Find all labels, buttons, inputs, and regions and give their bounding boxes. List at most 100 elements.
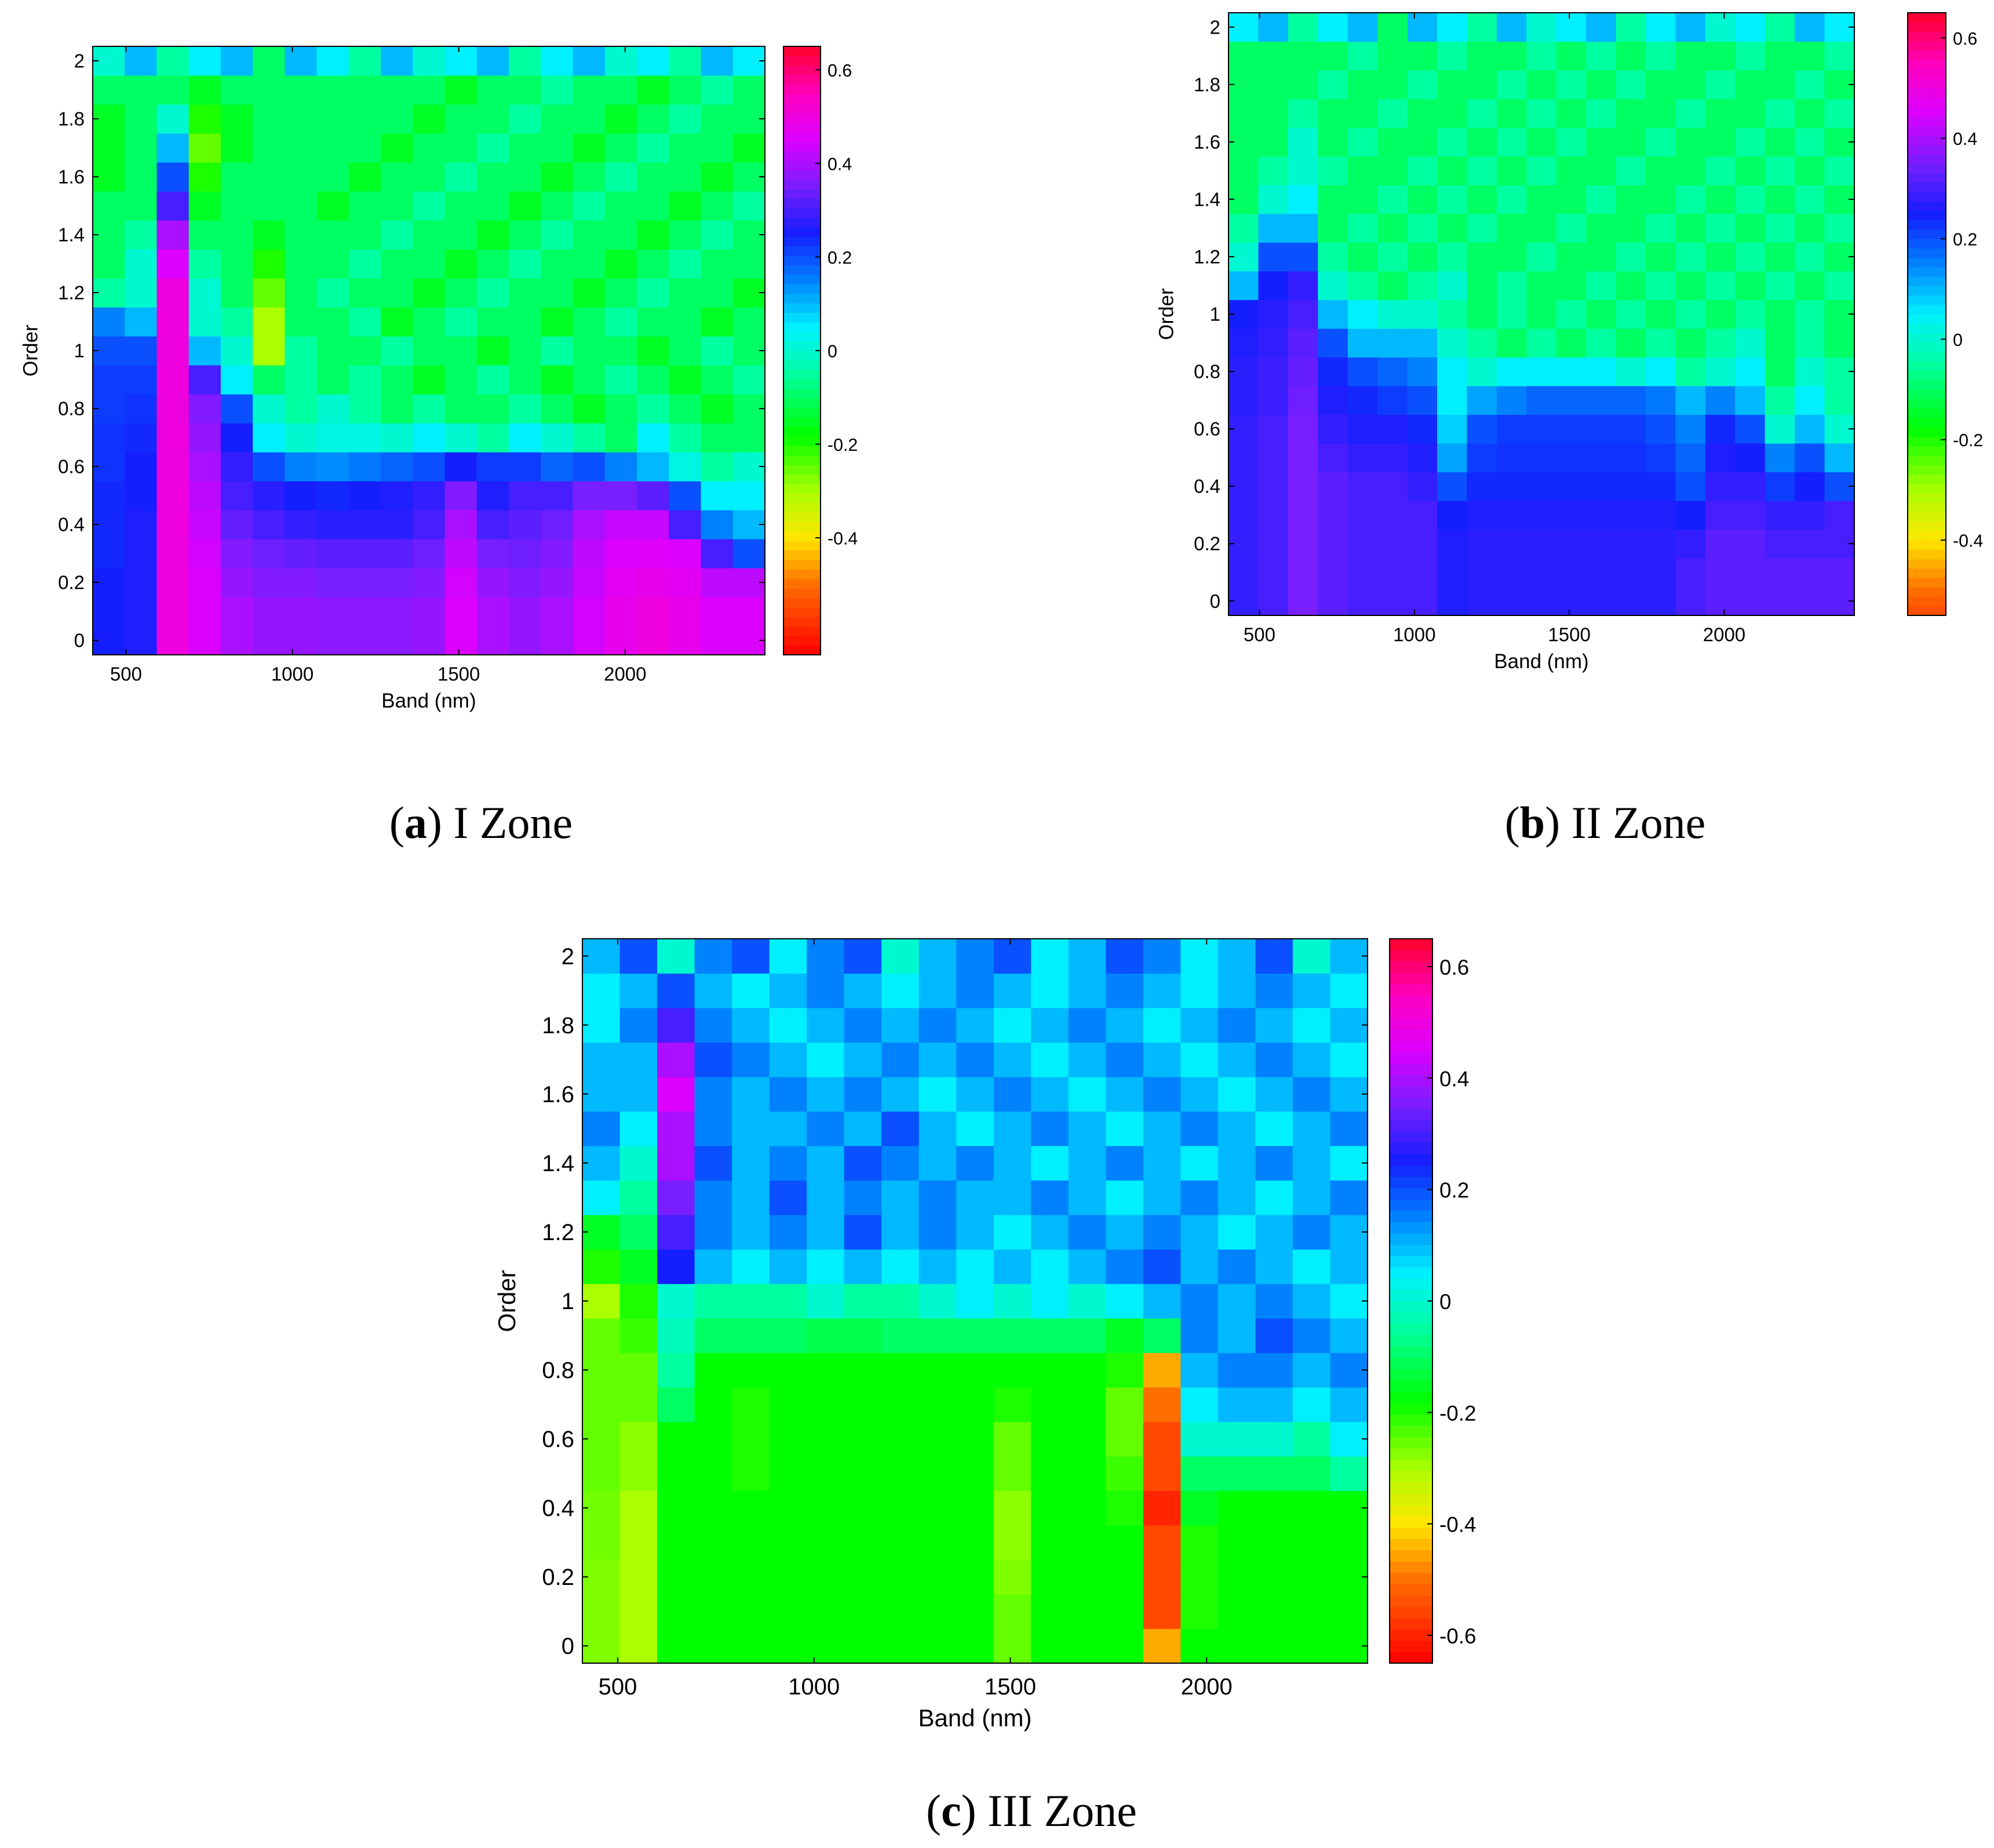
heatmap-cell xyxy=(156,365,189,395)
heatmap-cell xyxy=(93,481,125,511)
heatmap-cell xyxy=(1347,586,1378,616)
heatmap-cell xyxy=(844,1525,882,1561)
heatmap-cell xyxy=(1556,213,1587,243)
heatmap-cell xyxy=(769,1318,807,1353)
heatmap-cell xyxy=(413,336,446,366)
heatmap-cell xyxy=(1765,156,1795,185)
heatmap-cell xyxy=(1068,973,1106,1008)
heatmap-cell xyxy=(637,510,669,540)
heatmap-cell xyxy=(573,568,606,597)
heatmap-cell xyxy=(573,626,606,655)
heatmap-cell xyxy=(1675,127,1706,157)
heatmap-cell xyxy=(918,1490,957,1526)
heatmap-cell xyxy=(348,626,381,655)
heatmap-cell xyxy=(1586,414,1617,444)
heatmap-cell xyxy=(1407,443,1438,472)
heatmap-cell xyxy=(1526,70,1557,100)
heatmap-cell xyxy=(732,249,765,279)
heatmap-cell xyxy=(1377,586,1408,616)
colorbar-tick-label: -0.2 xyxy=(1439,1401,1476,1425)
colorbar-step xyxy=(1908,427,1946,437)
heatmap-cell xyxy=(1675,472,1706,501)
heatmap-cell xyxy=(381,597,413,626)
colorbar-step xyxy=(1908,333,1946,343)
heatmap-cell xyxy=(125,336,158,366)
heatmap-cell xyxy=(1318,70,1348,100)
heatmap-cell xyxy=(444,278,477,308)
heatmap-cell xyxy=(1496,13,1527,42)
y-tick-label: 1.4 xyxy=(542,1151,574,1176)
colorbar-step xyxy=(1908,549,1946,560)
heatmap-cell xyxy=(1031,1146,1069,1181)
heatmap-cell xyxy=(732,1490,770,1526)
heatmap-cell xyxy=(1616,357,1646,387)
heatmap-cell xyxy=(807,1421,845,1457)
heatmap-cell xyxy=(1180,1594,1219,1630)
heatmap-cell xyxy=(844,939,882,974)
heatmap-cell xyxy=(381,104,413,134)
heatmap-cell xyxy=(918,1594,957,1630)
colorbar-step xyxy=(1908,502,1946,512)
heatmap-cell xyxy=(1217,1284,1256,1319)
heatmap-cell xyxy=(844,1353,882,1388)
heatmap-cells xyxy=(93,46,765,655)
heatmap-cell xyxy=(509,104,541,134)
colorbar-step xyxy=(783,379,821,389)
colorbar-step xyxy=(1908,267,1946,277)
heatmap-cell xyxy=(993,1490,1031,1526)
heatmap-cell xyxy=(1143,1490,1181,1526)
heatmap-cell xyxy=(1031,1628,1069,1664)
heatmap-cell xyxy=(285,568,318,597)
colorbar-step xyxy=(1908,276,1946,286)
heatmap-cell xyxy=(1217,1180,1256,1215)
heatmap-cell xyxy=(1217,1249,1256,1284)
heatmap-cell xyxy=(444,394,477,424)
heatmap-cell xyxy=(573,191,606,221)
heatmap-cell xyxy=(769,1180,807,1215)
heatmap-cell xyxy=(1288,557,1318,588)
heatmap-cell xyxy=(993,939,1031,974)
heatmap-cell xyxy=(956,1180,994,1215)
heatmap-cell xyxy=(1795,529,1825,559)
heatmap-cell xyxy=(1496,557,1527,588)
colorbar-step xyxy=(1908,455,1946,465)
heatmap-cell xyxy=(1735,271,1766,300)
colorbar-step xyxy=(783,407,821,418)
heatmap-cell xyxy=(1258,500,1289,530)
heatmap-cell xyxy=(220,539,253,568)
heatmap-cell xyxy=(1143,1318,1181,1353)
heatmap-cell xyxy=(993,1146,1031,1181)
heatmap-cell xyxy=(1217,939,1256,974)
heatmap-cell xyxy=(1735,185,1766,214)
heatmap-cell xyxy=(1288,328,1318,358)
heatmap-cell xyxy=(669,307,702,337)
heatmap-cell xyxy=(125,307,158,337)
colorbar-step xyxy=(1390,1301,1432,1313)
heatmap-cell xyxy=(220,452,253,482)
heatmap-cell xyxy=(476,452,509,482)
heatmap-cell xyxy=(604,75,637,105)
heatmap-cell xyxy=(1318,185,1348,214)
heatmap-cell xyxy=(1068,1318,1106,1353)
heatmap-cell xyxy=(1467,242,1497,272)
heatmap-cell xyxy=(220,278,253,308)
heatmap-cell xyxy=(1616,127,1646,157)
heatmap-cell xyxy=(573,278,606,308)
heatmap-cell xyxy=(1646,529,1676,559)
y-tick-label: 0.6 xyxy=(58,456,85,478)
heatmap-cell xyxy=(769,973,807,1008)
heatmap-cell xyxy=(381,220,413,250)
heatmap-cell xyxy=(694,1077,732,1112)
heatmap-cell xyxy=(253,539,286,568)
heatmap-cell xyxy=(844,1387,882,1422)
heatmap-cell xyxy=(1496,328,1527,358)
heatmap-cell xyxy=(1377,443,1408,472)
heatmap-cell xyxy=(1586,328,1617,358)
colorbar-step xyxy=(1390,1255,1432,1268)
heatmap-cell xyxy=(1217,1077,1256,1112)
heatmap-cell xyxy=(1217,973,1256,1008)
heatmap-cell xyxy=(604,336,637,366)
heatmap-cell xyxy=(285,75,318,105)
heatmap-cell xyxy=(669,104,702,134)
heatmap-cell xyxy=(1318,127,1348,157)
